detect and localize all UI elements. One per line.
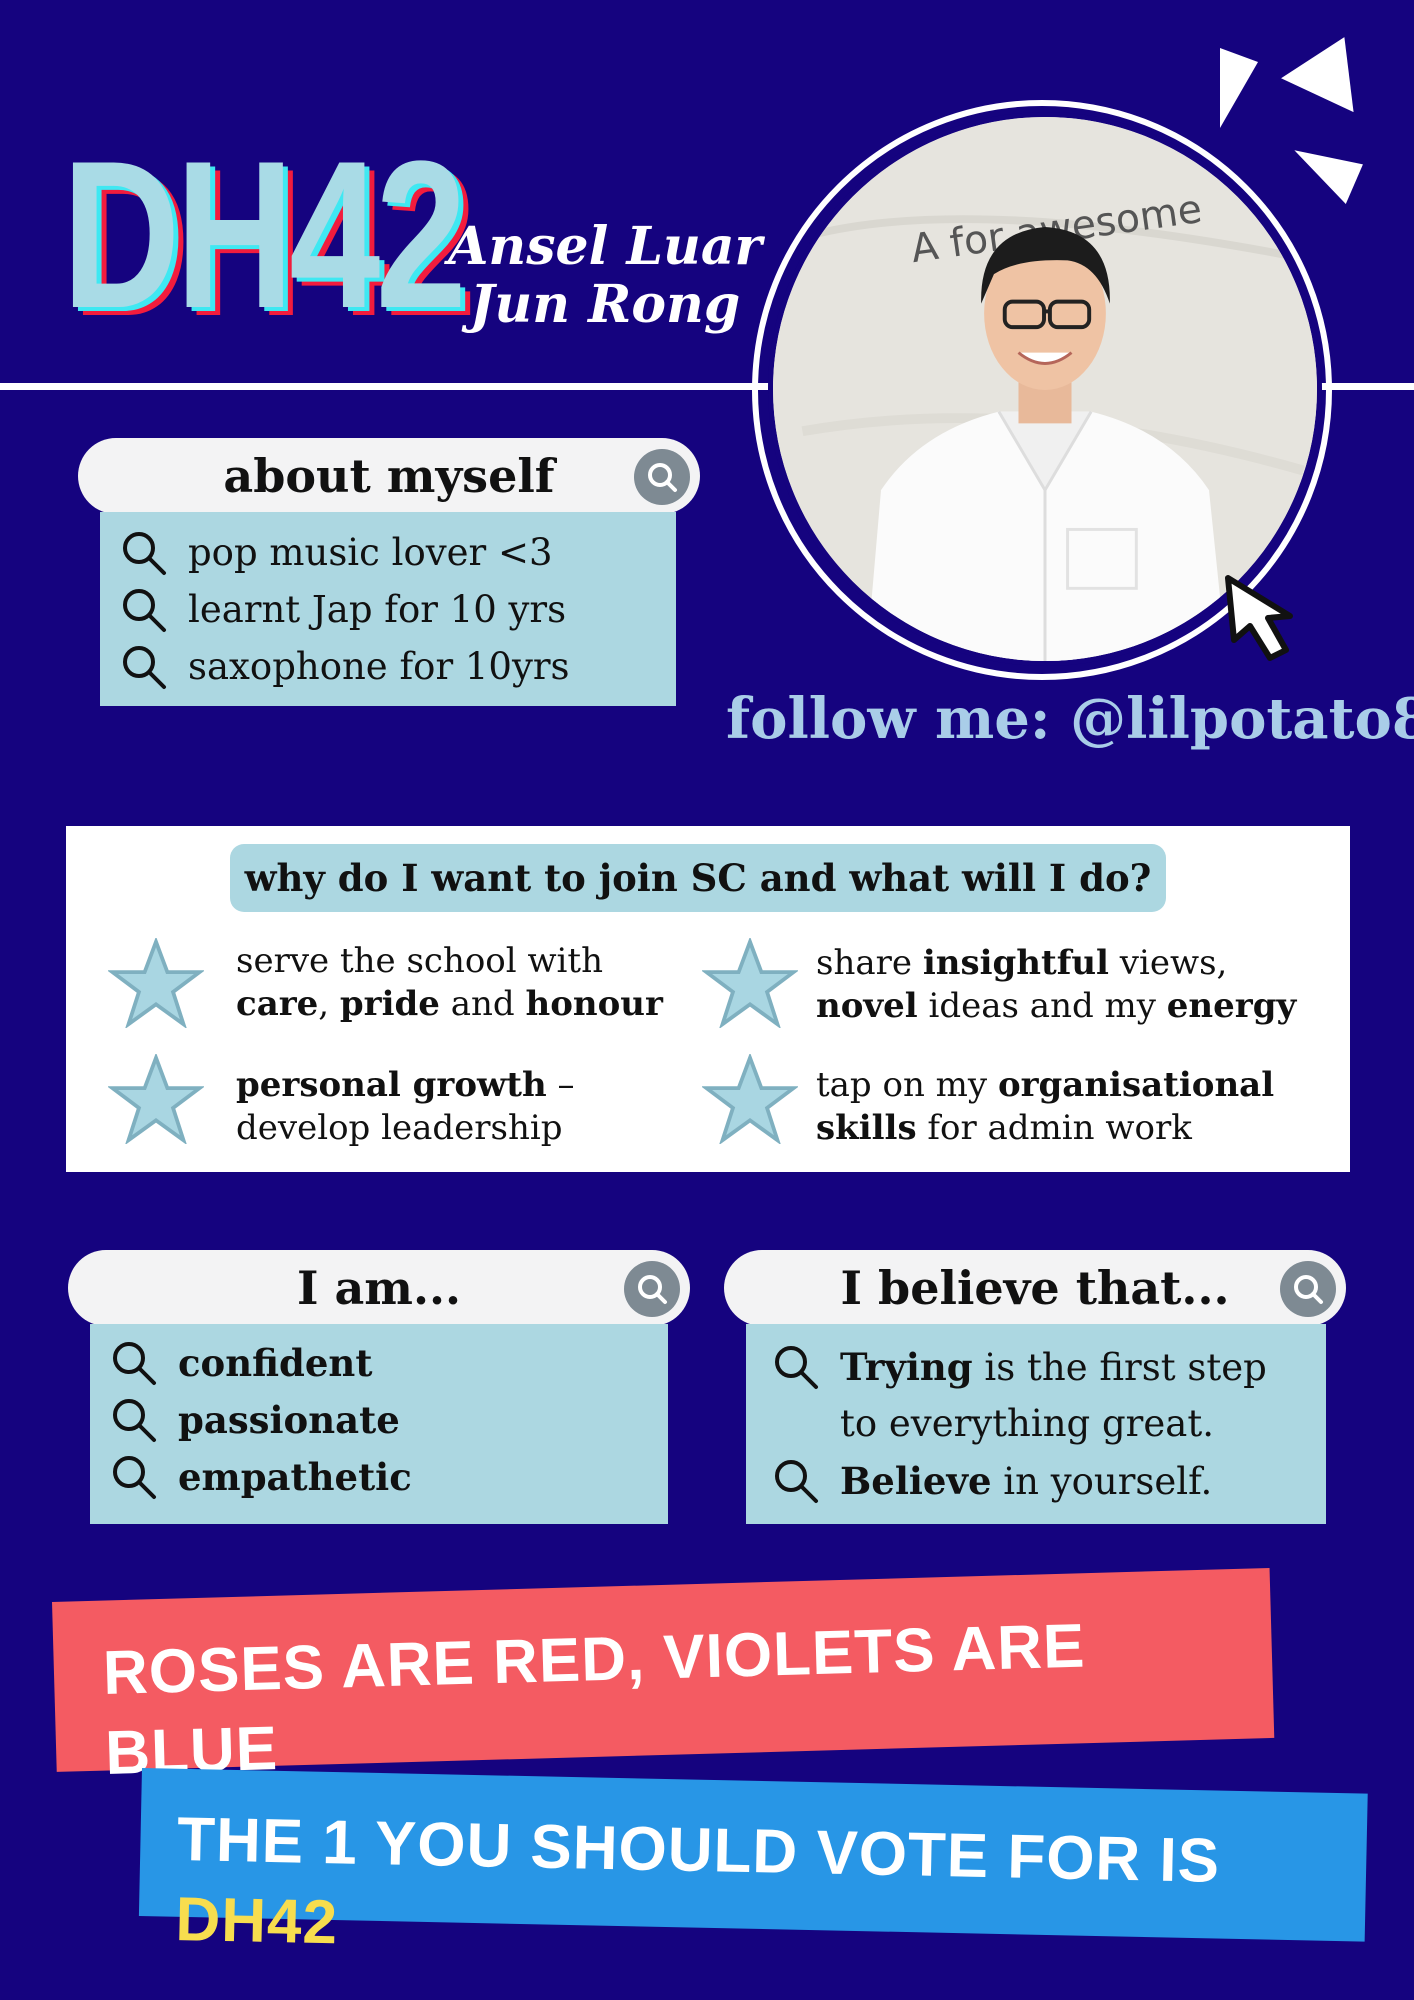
why-title: why do I want to join SC and what will I… [230, 844, 1166, 912]
why-point-1: serve the school with care, pride and ho… [236, 940, 676, 1026]
believe-title: I believe that... [840, 1261, 1230, 1315]
iam-item-text: passionate [178, 1397, 400, 1442]
list-item: Believe in yourself. [770, 1452, 1326, 1509]
search-icon [123, 645, 166, 689]
star-icon [702, 1054, 798, 1144]
search-icon [113, 1398, 156, 1442]
list-item-continued: to everything great. [770, 1395, 1326, 1452]
believe-panel: Trying is the first step to everything g… [746, 1324, 1326, 1524]
why-point-3: personal growth – develop leadership [236, 1064, 676, 1150]
search-icon [775, 1345, 818, 1389]
believe-item-1-line2: to everything great. [840, 1402, 1214, 1445]
photo-ring [752, 100, 1332, 680]
title-code: DH42 [62, 117, 467, 352]
list-item: saxophone for 10yrs [118, 638, 676, 695]
iam-header: I am... [68, 1250, 690, 1326]
why-point-3-line2: develop leadership [236, 1108, 563, 1148]
why-point-4-line2: skills for admin work [816, 1107, 1326, 1150]
about-item-text: pop music lover <3 [188, 531, 553, 574]
text-ideas: ideas and my [917, 986, 1167, 1026]
why-point-1-line1: serve the school with [236, 941, 603, 981]
iam-panel: confident passionate empathetic [90, 1324, 668, 1524]
search-badge-icon [624, 1261, 680, 1317]
banner-line-1: ROSES ARE RED, VIOLETS ARE BLUE [102, 1611, 1087, 1788]
iam-item-text: confident [178, 1340, 373, 1385]
bold-honour: honour [525, 984, 663, 1024]
about-title: about myself [223, 449, 555, 503]
list-item: learnt Jap for 10 yrs [118, 581, 676, 638]
believe-item-1: Trying is the first step [840, 1345, 1267, 1389]
name-line-2: Jun Rong [469, 274, 741, 335]
search-badge-icon [634, 449, 690, 505]
bold-personal-growth: personal growth [236, 1065, 547, 1105]
portrait-illustration: A for awesome [773, 117, 1317, 661]
search-icon [775, 1459, 818, 1503]
why-point-2-line2: novel ideas and my energy [816, 985, 1326, 1028]
cursor-arrow-icon [1225, 575, 1293, 661]
text-views: views, [1108, 943, 1228, 983]
burst-lines-icon [1220, 37, 1363, 205]
bold-care: care [236, 984, 319, 1024]
bold-novel: novel [816, 986, 918, 1026]
iam-item-text: empathetic [178, 1454, 412, 1499]
title-logo: DH42 DH42 DH42 [62, 117, 477, 352]
bold-energy: energy [1166, 986, 1297, 1026]
list-item: empathetic [108, 1448, 668, 1505]
search-icon [113, 1341, 156, 1385]
why-point-4: tap on my organisational skills for admi… [816, 1064, 1326, 1150]
bold-insightful: insightful [922, 943, 1109, 983]
search-badge-icon [1280, 1261, 1336, 1317]
list-item: confident [108, 1334, 668, 1391]
about-panel: pop music lover <3 learnt Jap for 10 yrs… [100, 512, 676, 706]
why-point-4-line1: tap on my organisational [816, 1064, 1326, 1107]
about-item-text: learnt Jap for 10 yrs [188, 588, 567, 631]
bold-believe: Believe [840, 1458, 992, 1503]
text-dash: – [546, 1065, 575, 1105]
star-icon [108, 1054, 204, 1144]
bold-skills: skills [816, 1108, 917, 1148]
star-icon [108, 938, 204, 1028]
text-admin: for admin work [916, 1108, 1192, 1148]
text-yourself: in yourself. [991, 1459, 1213, 1503]
text-and: and [439, 984, 526, 1024]
why-point-3-line1: personal growth – [236, 1064, 676, 1107]
title-code-shadow-red: DH42 [72, 125, 477, 360]
believe-item-2: Believe in yourself. [840, 1459, 1212, 1503]
banner-line-2-highlight: DH42 [174, 1884, 339, 1958]
search-icon [123, 588, 166, 632]
believe-header: I believe that... [724, 1250, 1346, 1326]
candidate-photo: A for awesome [768, 112, 1322, 666]
bold-pride: pride [339, 984, 440, 1024]
title-code-shadow-cyan: DH42 [67, 121, 472, 356]
divider-line [0, 383, 1414, 390]
name-line-1: Ansel Luar [448, 216, 762, 277]
bold-organisational: organisational [997, 1065, 1275, 1105]
about-item-text: saxophone for 10yrs [188, 645, 570, 688]
text-first-step: is the first step [972, 1345, 1267, 1389]
search-icon [113, 1455, 156, 1499]
list-item: passionate [108, 1391, 668, 1448]
list-item: pop music lover <3 [118, 524, 676, 581]
candidate-name: Ansel Luar Jun Rong [440, 218, 770, 334]
text-share: share [816, 943, 923, 983]
why-point-2: share insightful views, novel ideas and … [816, 942, 1326, 1028]
text-sep: , [318, 984, 340, 1024]
bold-trying: Trying [840, 1344, 973, 1389]
search-icon [123, 531, 166, 575]
iam-title: I am... [296, 1261, 462, 1315]
about-header: about myself [78, 438, 700, 514]
banner-line-2: THE 1 YOU SHOULD VOTE FOR IS DH42 [175, 1800, 1358, 1985]
why-point-1-line2: care, pride and honour [236, 983, 676, 1026]
follow-handle: follow me: @lilpotato8 [726, 686, 1414, 752]
star-icon [702, 938, 798, 1028]
text-tap: tap on my [816, 1065, 998, 1105]
why-point-2-line1: share insightful views, [816, 942, 1326, 985]
list-item: Trying is the first step [770, 1338, 1326, 1395]
banner-line-2-main: THE 1 YOU SHOULD VOTE FOR IS [176, 1804, 1221, 1896]
